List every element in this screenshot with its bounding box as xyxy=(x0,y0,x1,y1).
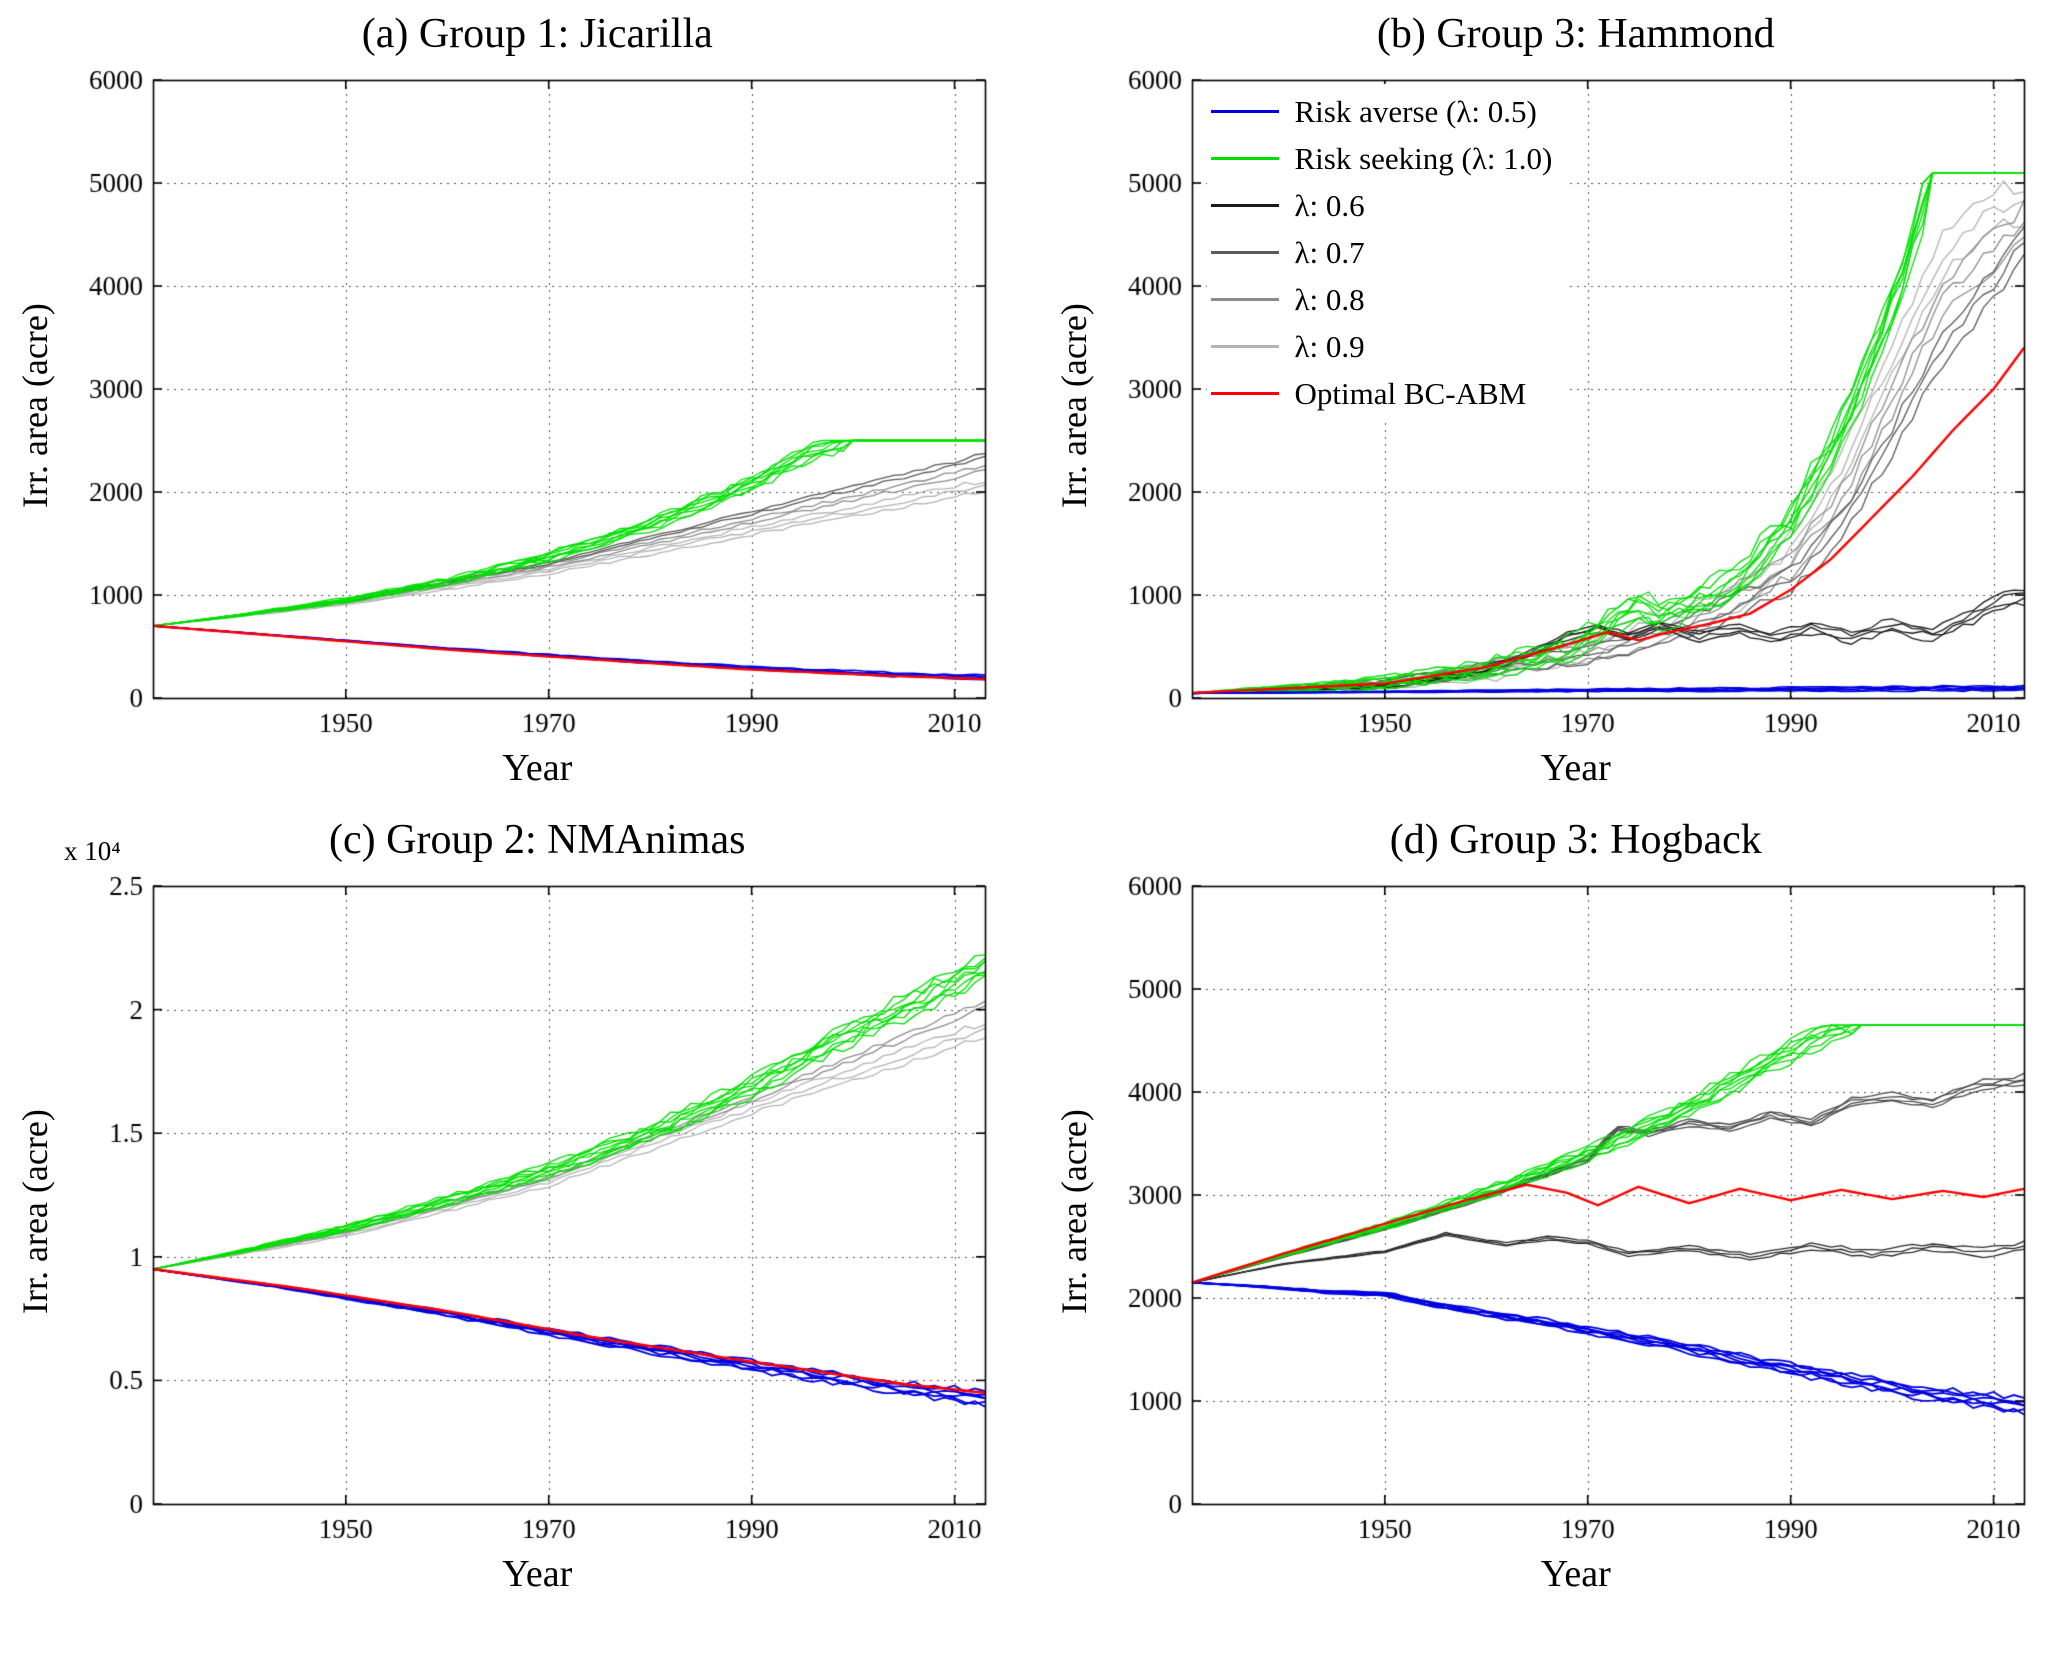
panel-a-jicarilla: (a) Group 1: Jicarilla Irr. area (acre) … xyxy=(12,6,1017,790)
chart-title-d: (d) Group 3: Hogback xyxy=(1389,817,1762,863)
legend-item-label: λ: 0.9 xyxy=(1294,328,1365,364)
legend-line-swatch xyxy=(1210,345,1279,348)
chart-canvas-jicarilla xyxy=(58,66,1003,746)
chart-title-b: (b) Group 3: Hammond xyxy=(1376,11,1775,57)
y-axis-label-d: Irr. area (acre) xyxy=(1053,1109,1094,1315)
panel-d-hogback: (d) Group 3: Hogback Irr. area (acre) Ye… xyxy=(1051,812,2056,1596)
chart-canvas-hogback xyxy=(1096,872,2042,1552)
legend-item: λ: 0.7 xyxy=(1210,229,1553,276)
x-axis-label-c: Year xyxy=(502,1553,573,1595)
x-axis-label-d: Year xyxy=(1540,1553,1611,1595)
chart-title-a: (a) Group 1: Jicarilla xyxy=(361,11,713,57)
legend-item: Optimal BC-ABM xyxy=(1210,370,1553,417)
legend-item-label: Risk seeking (λ: 1.0) xyxy=(1294,140,1553,176)
panel-b-hammond: (b) Group 3: Hammond Irr. area (acre) Ri… xyxy=(1051,6,2056,790)
legend-item-label: λ: 0.6 xyxy=(1294,187,1365,223)
y-axis-exponent: x 10⁴ xyxy=(64,836,121,866)
legend-line-swatch xyxy=(1210,110,1279,113)
legend-item-label: Risk averse (λ: 0.5) xyxy=(1294,93,1537,129)
x-axis-label-b: Year xyxy=(1540,747,1611,789)
legend-item: Risk seeking (λ: 1.0) xyxy=(1210,135,1553,182)
figure: (a) Group 1: Jicarilla Irr. area (acre) … xyxy=(12,6,2056,1596)
legend-line-swatch xyxy=(1210,157,1279,160)
legend-line-swatch xyxy=(1210,251,1279,254)
legend-line-swatch xyxy=(1210,298,1279,301)
y-axis-label-b: Irr. area (acre) xyxy=(1053,303,1094,509)
y-axis-label-a: Irr. area (acre) xyxy=(15,303,55,509)
legend-item: Risk averse (λ: 0.5) xyxy=(1210,88,1553,135)
legend-item-label: Optimal BC-ABM xyxy=(1294,375,1527,411)
legend-item: λ: 0.9 xyxy=(1210,323,1553,370)
chart-canvas-nmanimas xyxy=(58,872,1003,1552)
legend-item: λ: 0.6 xyxy=(1210,182,1553,229)
legend-line-swatch xyxy=(1210,204,1279,207)
x-axis-label-a: Year xyxy=(502,747,573,789)
chart-title-c: (c) Group 2: NMAnimas xyxy=(329,817,746,863)
legend: Risk averse (λ: 0.5) Risk seeking (λ: 1.0… xyxy=(1206,84,1567,421)
panel-c-nmanimas: (c) Group 2: NMAnimas Irr. area (acre) x… xyxy=(12,812,1017,1596)
legend-item-label: λ: 0.8 xyxy=(1294,281,1365,317)
y-axis-label-c: Irr. area (acre) xyxy=(15,1109,55,1315)
legend-item-label: λ: 0.7 xyxy=(1294,234,1365,270)
legend-item: λ: 0.8 xyxy=(1210,276,1553,323)
legend-line-swatch xyxy=(1210,392,1279,395)
